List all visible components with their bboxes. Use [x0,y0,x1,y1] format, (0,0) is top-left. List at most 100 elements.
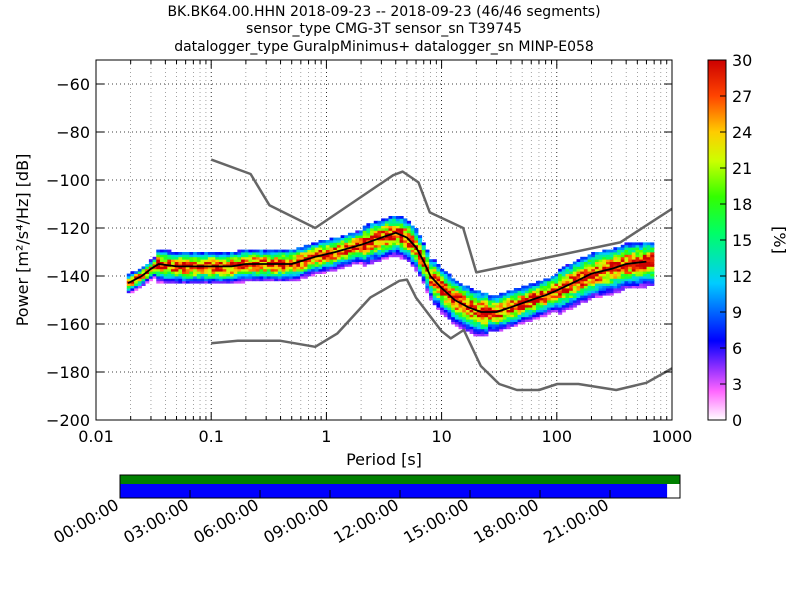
psd-cell [410,230,415,234]
psd-cell [631,273,636,277]
psd-cell [583,266,588,270]
psd-cell [480,331,485,334]
psd-cell [591,254,596,258]
psd-cell [159,280,165,284]
psd-cell [230,259,235,262]
psd-cell [602,273,607,277]
psd-cell [329,242,334,246]
psd-cell [561,290,566,294]
psd-cell [639,259,644,262]
psd-cell [222,276,227,279]
psd-cell [377,240,382,243]
psd-cell [351,247,356,250]
psd-cell [425,278,430,282]
psd-cell [436,304,441,308]
psd-cell [311,273,316,277]
psd-cell [248,268,253,272]
x-tick-label: 0.1 [198,427,223,446]
psd-cell [465,321,471,325]
psd-cell [425,271,430,274]
psd-cell [425,259,430,262]
psd-cell [524,302,529,306]
psd-cell [458,307,463,310]
psd-cell [465,312,471,315]
psd-cell [204,266,209,270]
psd-cell [440,312,445,315]
psd-cell [550,307,555,310]
psd-cell [543,302,548,306]
psd-cell [458,295,463,298]
psd-cell [381,230,386,234]
psd-cell [594,256,600,260]
psd-cell [252,276,257,279]
psd-cell [418,256,423,260]
psd-cell [193,261,198,265]
psd-cell [587,266,592,270]
psd-cell [410,261,415,265]
psd-cell [443,273,448,277]
psd-cell [204,268,209,272]
psd-cell [558,280,563,284]
psd-cell [241,280,246,284]
psd-cell [429,280,434,284]
psd-cell [226,273,231,277]
psd-cell [565,288,570,291]
psd-cell [443,297,448,301]
psd-cell [399,237,404,241]
psd-cell [366,228,371,231]
psd-cell [185,254,190,258]
psd-cell [617,290,622,294]
psd-cell [182,264,187,267]
psd-cell [270,268,275,272]
psd-cell [620,244,625,248]
psd-cell [606,273,611,277]
psd-cell [535,304,541,308]
psd-cell [580,264,585,267]
psd-cell [351,232,356,236]
colorbar-tick-label: 18 [732,195,752,214]
psd-cell [513,302,518,306]
psd-cell [204,259,209,262]
psd-cell [200,264,205,267]
psd-cell [547,285,552,289]
psd-cell [465,314,471,318]
psd-cell [458,326,463,330]
psd-cell [583,259,588,262]
psd-cell [388,252,393,255]
psd-cell [270,273,275,277]
psd-cell [296,254,301,258]
psd-cell [359,244,364,248]
psd-cell [185,266,190,270]
psd-cell [613,247,618,250]
psd-cell [292,256,297,260]
psd-cell [591,264,596,267]
psd-cell [547,283,552,286]
psd-cell [469,300,474,303]
psd-cell [631,242,636,246]
psd-cell [145,266,150,270]
psd-cell [333,240,338,243]
psd-cell [355,240,360,243]
psd-cell [429,273,434,277]
psd-cell [613,283,618,286]
psd-cell [495,314,500,318]
psd-cell [418,266,423,270]
psd-cell [539,290,544,294]
psd-cell [443,314,448,318]
psd-cell [639,271,644,274]
psd-cell [215,278,220,282]
psd-cell [421,268,426,272]
title-line-3: datalogger_type GuralpMinimus+ datalogge… [174,39,594,55]
psd-cell [436,300,441,303]
psd-cell [230,271,235,274]
psd-cell [583,256,588,260]
psd-cell [167,249,172,253]
psd-cell [403,237,408,241]
psd-cell [163,249,168,253]
psd-cell [395,240,400,243]
psd-cell [473,309,478,313]
psd-cell [462,300,467,303]
psd-cell [550,285,555,289]
psd-cell [609,292,614,296]
psd-cell [650,254,655,258]
